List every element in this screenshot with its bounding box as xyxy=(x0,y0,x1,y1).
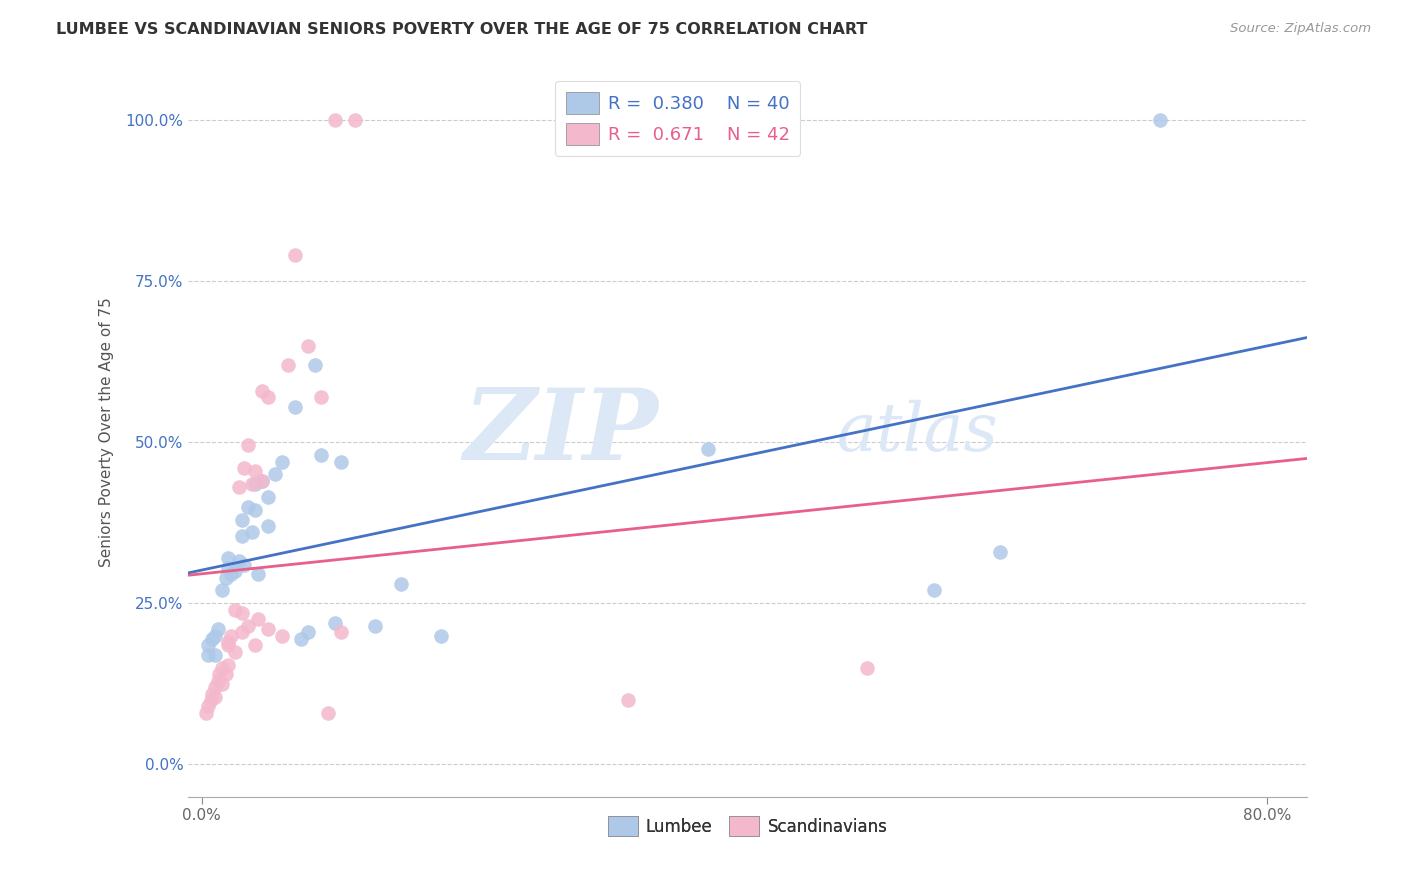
Point xyxy=(389,577,412,591)
Point xyxy=(224,645,246,659)
Text: atlas: atlas xyxy=(837,400,998,466)
Point xyxy=(204,690,226,704)
Point xyxy=(233,461,256,475)
Point xyxy=(250,384,273,398)
Point xyxy=(224,603,246,617)
Point xyxy=(1149,113,1171,128)
Point xyxy=(238,500,260,514)
Point xyxy=(214,571,236,585)
Point xyxy=(311,448,333,462)
Point xyxy=(217,551,239,566)
Point xyxy=(204,680,226,694)
Point xyxy=(208,667,231,681)
Point xyxy=(204,648,226,662)
Point xyxy=(207,673,229,688)
Point xyxy=(330,625,353,640)
Point xyxy=(217,561,239,575)
Point xyxy=(263,467,285,482)
Text: LUMBEE VS SCANDINAVIAN SENIORS POVERTY OVER THE AGE OF 75 CORRELATION CHART: LUMBEE VS SCANDINAVIAN SENIORS POVERTY O… xyxy=(56,22,868,37)
Text: ZIP: ZIP xyxy=(463,384,658,481)
Point xyxy=(243,638,266,652)
Point xyxy=(217,635,239,649)
Point xyxy=(219,567,242,582)
Point xyxy=(228,480,250,494)
Point xyxy=(856,661,879,675)
Point xyxy=(277,358,299,372)
Point xyxy=(219,629,242,643)
Point xyxy=(330,454,353,468)
Point xyxy=(240,477,263,491)
Point xyxy=(207,622,229,636)
Legend: Lumbee, Scandinavians: Lumbee, Scandinavians xyxy=(600,809,894,843)
Point xyxy=(990,545,1012,559)
Point xyxy=(243,477,266,491)
Y-axis label: Seniors Poverty Over the Age of 75: Seniors Poverty Over the Age of 75 xyxy=(100,298,114,567)
Point xyxy=(217,638,239,652)
Point xyxy=(323,615,346,630)
Point xyxy=(211,677,233,691)
Point xyxy=(238,438,260,452)
Point xyxy=(297,625,319,640)
Point xyxy=(194,706,217,720)
Point xyxy=(304,358,326,372)
Point xyxy=(200,693,222,707)
Point xyxy=(197,638,219,652)
Point xyxy=(257,622,280,636)
Point xyxy=(197,699,219,714)
Point xyxy=(214,667,236,681)
Point xyxy=(228,554,250,568)
Point xyxy=(246,567,269,582)
Point xyxy=(250,474,273,488)
Point xyxy=(616,693,638,707)
Point xyxy=(211,661,233,675)
Point xyxy=(290,632,312,646)
Point xyxy=(284,400,307,414)
Point xyxy=(311,390,333,404)
Point xyxy=(240,525,263,540)
Point xyxy=(343,113,366,128)
Point xyxy=(243,464,266,478)
Point xyxy=(238,619,260,633)
Point xyxy=(243,503,266,517)
Point xyxy=(284,248,307,262)
Point xyxy=(231,606,253,620)
Point xyxy=(316,706,339,720)
Point xyxy=(922,583,945,598)
Point xyxy=(323,113,346,128)
Point xyxy=(201,687,224,701)
Point xyxy=(297,338,319,352)
Point xyxy=(231,529,253,543)
Point xyxy=(231,625,253,640)
Point xyxy=(270,629,292,643)
Point xyxy=(217,657,239,672)
Point xyxy=(364,619,387,633)
Point xyxy=(696,442,718,456)
Point xyxy=(250,474,273,488)
Point xyxy=(257,390,280,404)
Point xyxy=(430,629,453,643)
Point xyxy=(270,454,292,468)
Point xyxy=(197,648,219,662)
Point xyxy=(224,564,246,578)
Text: Source: ZipAtlas.com: Source: ZipAtlas.com xyxy=(1230,22,1371,36)
Point xyxy=(201,632,224,646)
Point xyxy=(231,512,253,526)
Point xyxy=(233,558,256,572)
Point xyxy=(257,490,280,504)
Point xyxy=(257,519,280,533)
Point xyxy=(246,612,269,626)
Point xyxy=(211,583,233,598)
Point xyxy=(204,629,226,643)
